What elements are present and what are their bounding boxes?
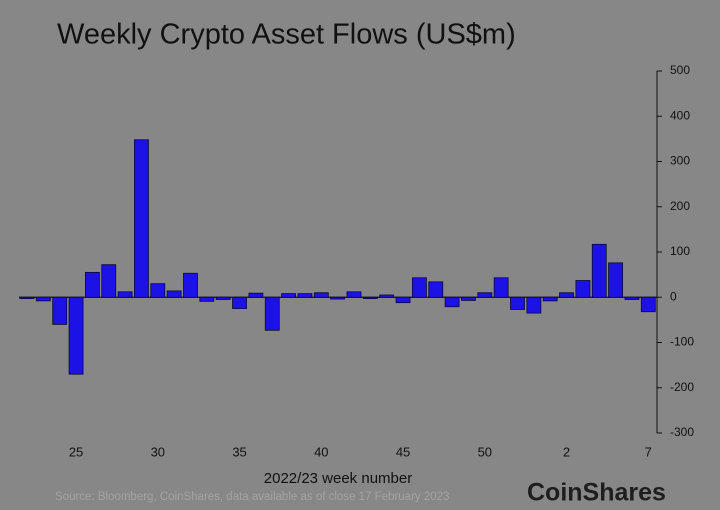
bar [411,277,427,298]
bar [281,293,297,298]
x-tick-label: 30 [151,444,165,459]
bar [35,296,51,302]
y-tick-label: 200 [670,199,690,213]
x-axis-label: 2022/23 week number [264,470,412,487]
bar [379,294,395,298]
brand-logo: CoinShares [527,479,666,507]
bar [248,292,264,298]
bar [346,291,362,298]
y-tick-label: 500 [670,63,690,77]
y-tick-label: 400 [670,108,690,122]
y-tick-label: 100 [670,244,690,258]
bar [461,296,476,301]
bar [542,296,558,302]
bar [428,281,444,298]
bar [559,292,574,298]
bar [362,296,378,300]
y-tick-label: 300 [670,154,690,168]
x-tick-label: 35 [232,444,246,459]
y-tick-label: 0 [670,289,677,303]
chart-title: Weekly Crypto Asset Flows (US$m) [57,19,516,51]
bar [68,296,84,375]
bar [19,296,35,300]
bar [444,296,460,308]
bar [591,243,607,298]
bar [199,296,215,302]
bar [624,296,640,300]
bar [395,296,411,304]
bar [134,139,149,298]
x-tick-label: 2 [563,444,570,459]
bar [575,280,591,298]
bar [183,272,198,298]
bar [264,296,280,331]
x-tick-label: 50 [478,444,492,459]
x-tick-label: 45 [396,444,410,459]
y-tick-label: -100 [670,335,694,349]
bar [52,296,68,325]
x-tick-label: 7 [645,444,652,459]
bar [313,292,329,298]
bar [510,296,525,310]
x-tick-label: 40 [314,444,328,459]
bar [297,293,313,298]
source-note: Source: Bloomberg, CoinShares, data avai… [55,491,449,503]
bar [232,296,247,309]
bar [330,296,346,300]
bar [526,296,542,314]
bar [640,296,656,313]
y-tick-label: -300 [670,425,694,439]
bar [493,277,509,298]
x-tick-label: 25 [69,444,83,459]
y-tick-label: -200 [670,380,694,394]
bar [101,264,117,298]
bar [85,271,100,298]
bar [166,290,182,298]
bar [117,291,133,298]
bar [608,262,623,298]
bar [150,283,166,298]
bar [215,296,231,300]
bar [477,292,493,298]
